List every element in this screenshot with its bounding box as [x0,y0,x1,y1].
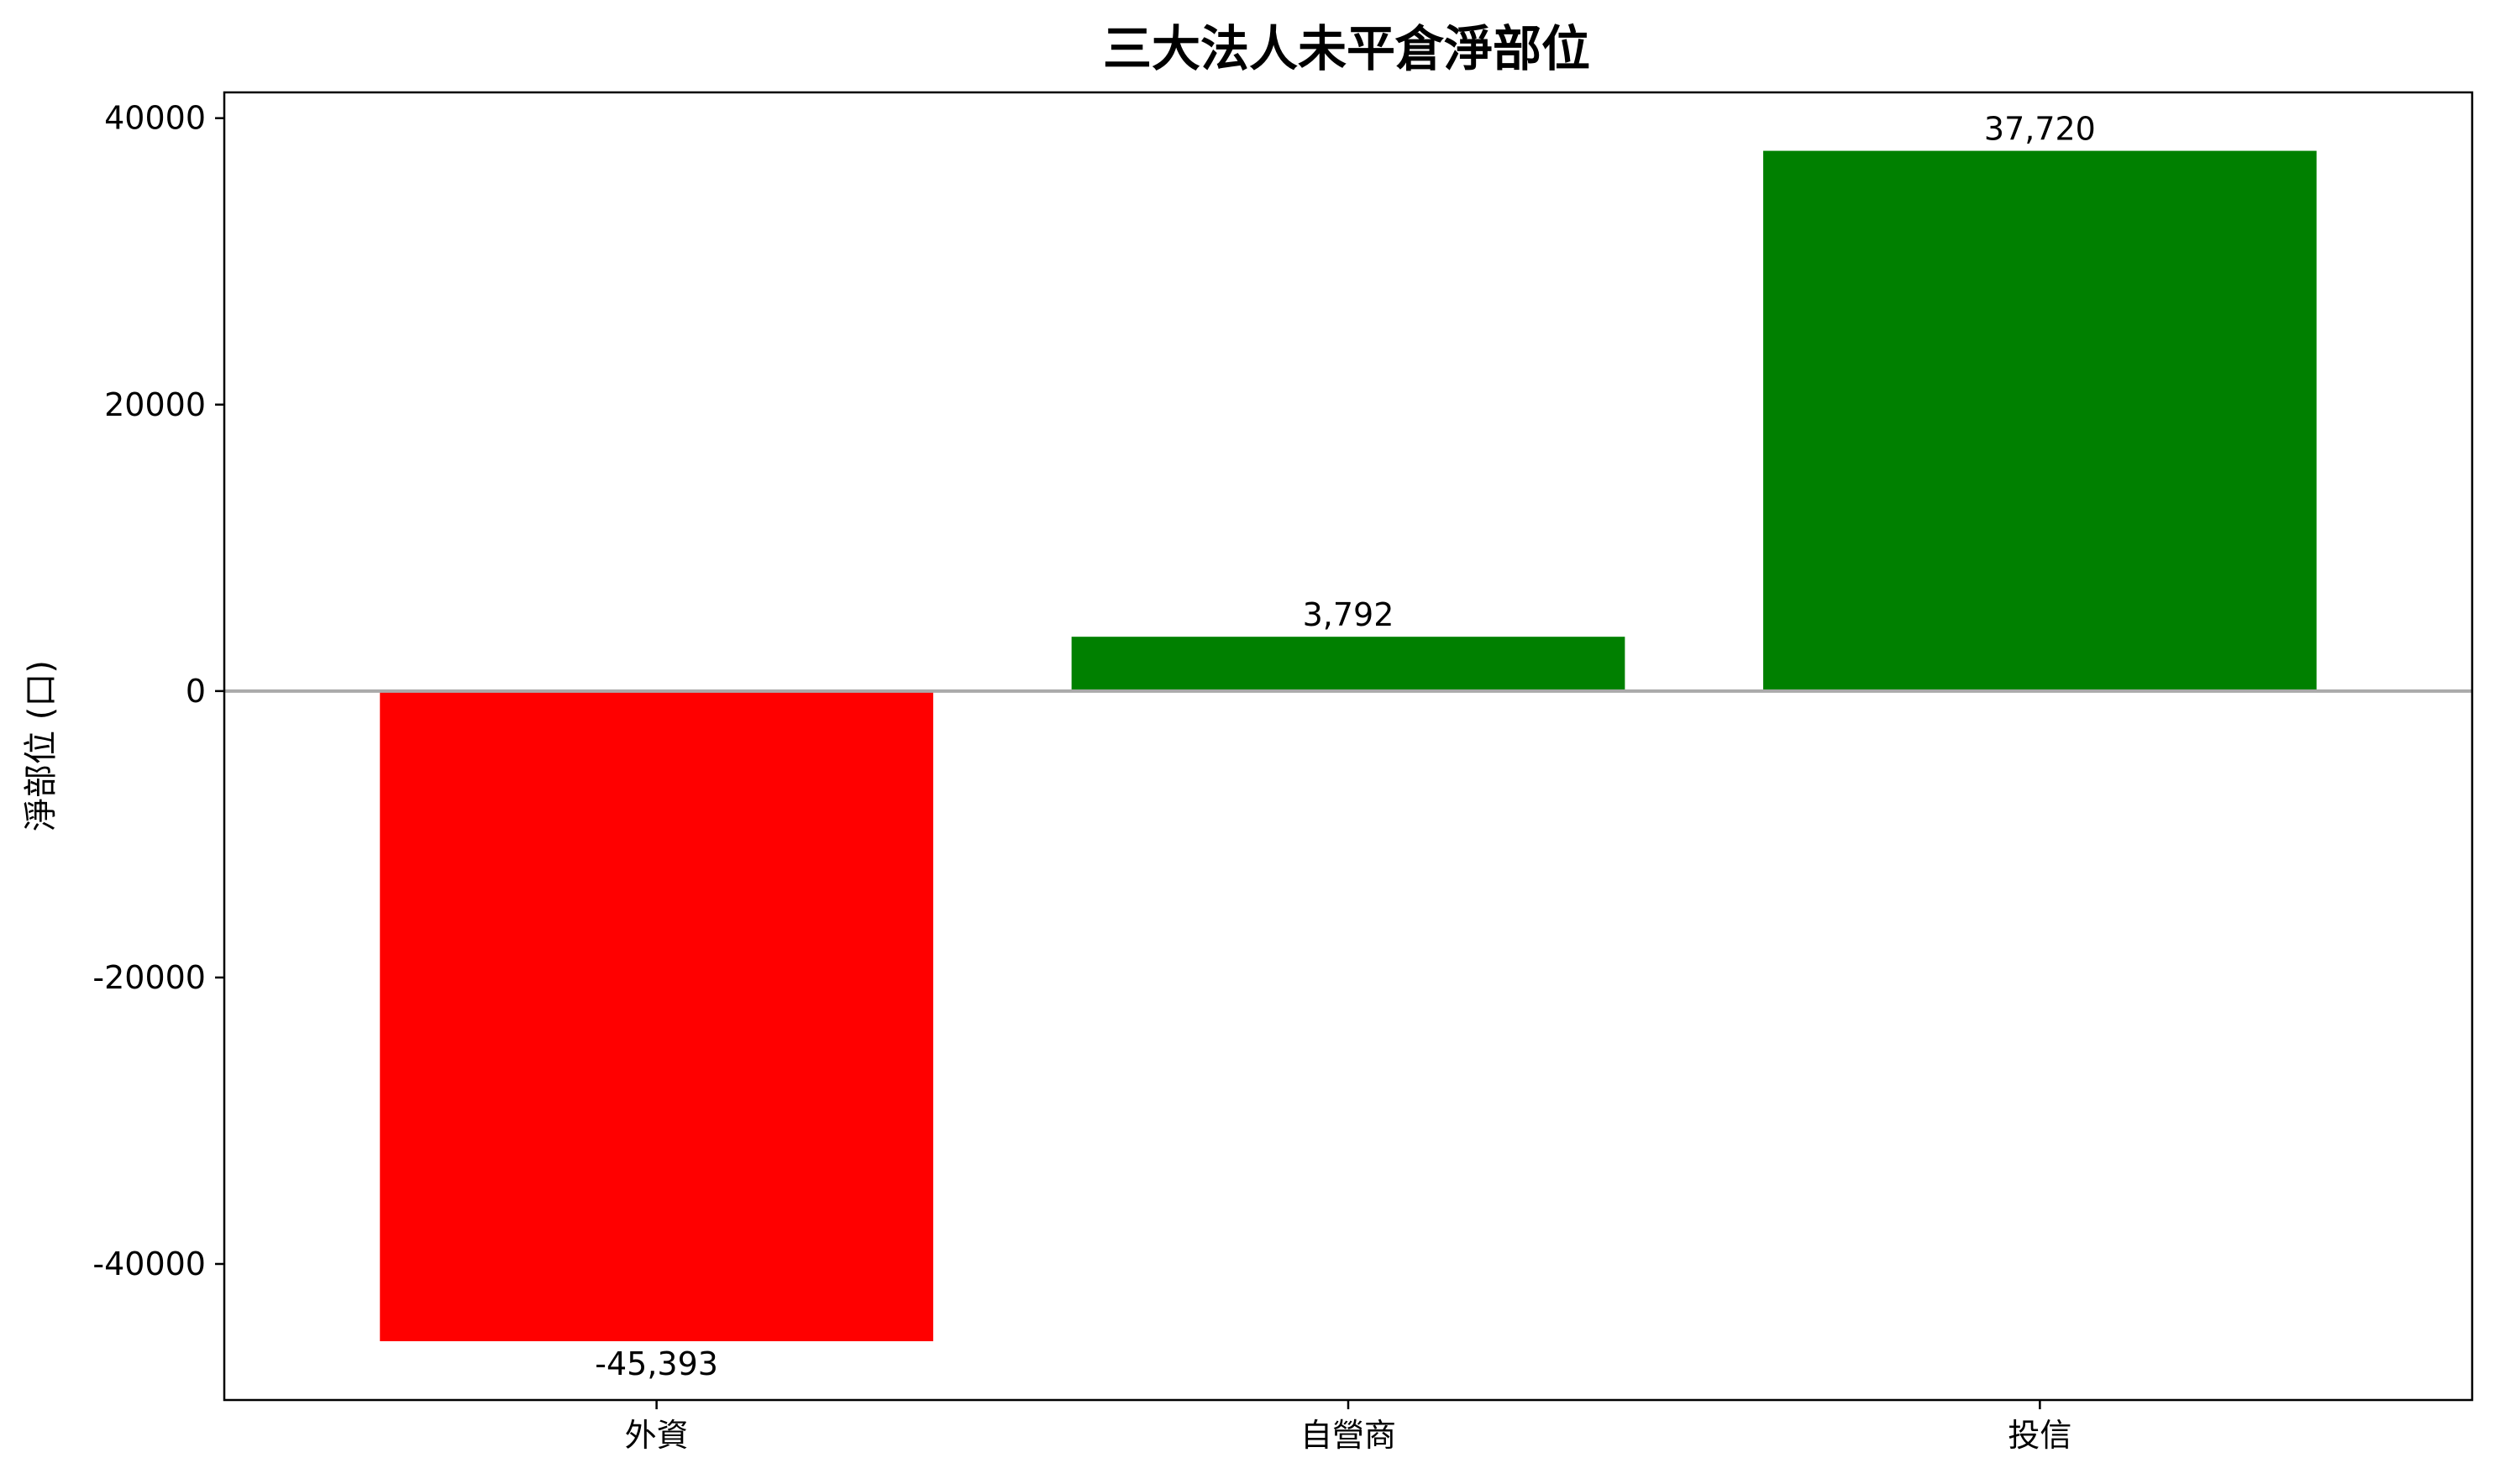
data-label: 3,792 [1303,596,1394,633]
x-tick-label: 投信 [2008,1417,2071,1454]
y-tick-label: 0 [186,673,206,710]
plot-area: -40000 -20000 0 20000 40000 外資 自營商 投信 -45,393 3,7… [92,91,2474,1454]
data-label: -45,393 [595,1345,718,1382]
y-tick-label: -40000 [92,1245,206,1282]
y-tick-label: -20000 [92,959,206,996]
y-axis-label: 淨部位 (口) [22,660,60,831]
y-tick-label: 40000 [104,100,206,137]
data-label: 37,720 [1984,111,2096,148]
x-tick-label: 自營商 [1300,1417,1396,1454]
bar [1071,637,1625,691]
bar [380,690,933,1341]
bar [1763,150,2317,691]
x-tick-label: 外資 [625,1417,689,1454]
chart-title: 三大法人未平倉淨部位 [1103,20,1590,77]
y-tick-label: 20000 [104,386,206,423]
